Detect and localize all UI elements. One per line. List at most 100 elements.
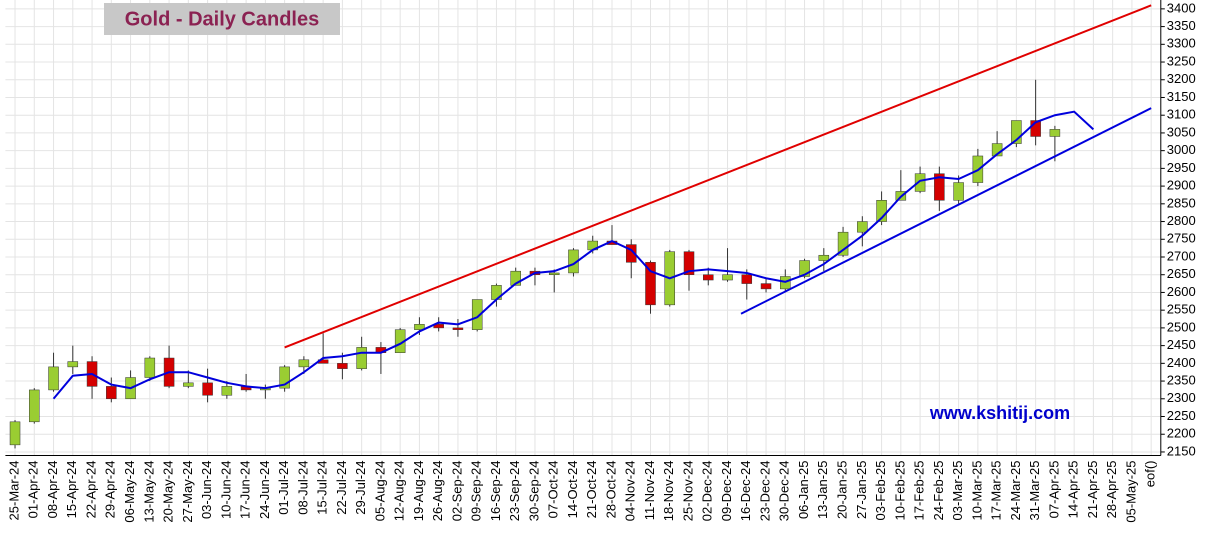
y-tick-label: 2900 <box>1167 178 1196 193</box>
y-tick-label: 3400 <box>1167 0 1196 15</box>
x-tick-label: 02-Dec-24 <box>700 461 715 522</box>
x-tick-label: 12-Aug-24 <box>392 461 407 522</box>
y-tick-label: 2850 <box>1167 195 1196 210</box>
y-tick-label: 3000 <box>1167 142 1196 157</box>
x-tick-label: 23-Sep-24 <box>507 461 522 522</box>
candle-body <box>48 366 59 391</box>
candle-body <box>9 421 21 446</box>
x-tick-label: 24-Feb-25 <box>931 461 946 521</box>
x-tick-label: 30-Sep-24 <box>526 461 541 522</box>
candle-body <box>337 363 348 369</box>
x-tick-label: 19-Aug-24 <box>411 461 426 522</box>
candle-body <box>876 200 887 222</box>
y-tick-label: 2950 <box>1167 160 1196 175</box>
candle-body <box>548 272 560 275</box>
x-tick-label: 16-Sep-24 <box>488 461 503 522</box>
candle-body <box>722 274 733 281</box>
x-tick-label: 07-Apr-25 <box>1046 461 1061 519</box>
candle-body <box>67 361 79 368</box>
x-tick-label: 15-Jul-24 <box>315 461 330 515</box>
x-tick-label: 16-Dec-24 <box>738 461 753 522</box>
candle-body <box>837 231 849 256</box>
x-tick-label: 09-Sep-24 <box>469 461 484 522</box>
chart-title: Gold - Daily Candles <box>125 8 319 30</box>
x-tick-label: 28-Oct-24 <box>603 461 618 519</box>
x-tick-label: 30-Dec-24 <box>777 461 792 522</box>
y-tick-label: 2350 <box>1167 372 1196 387</box>
x-tick-label: 02-Sep-24 <box>449 461 464 522</box>
x-tick-label: 13-May-24 <box>141 461 156 523</box>
x-tick-label: eof() <box>1143 461 1158 488</box>
candle-body <box>202 382 213 396</box>
candle-body <box>799 260 810 277</box>
y-tick-label: 2150 <box>1167 443 1196 458</box>
x-tick-label: 24-Jun-24 <box>257 461 272 520</box>
x-tick-label: 17-Jun-24 <box>238 461 253 520</box>
x-tick-label: 07-Oct-24 <box>546 461 561 519</box>
y-tick-label: 2650 <box>1167 266 1196 281</box>
candle-body <box>510 270 521 286</box>
candle-body <box>221 386 233 396</box>
x-tick-label: 01-Jul-24 <box>276 461 291 515</box>
title-box <box>104 3 340 35</box>
y-tick-label: 2450 <box>1167 337 1196 352</box>
x-tick-label: 26-Aug-24 <box>430 461 445 522</box>
candle-body <box>183 382 194 387</box>
x-tick-label: 01-Apr-24 <box>26 461 41 519</box>
x-tick-label: 27-Jan-25 <box>854 461 869 520</box>
candle-body <box>106 386 117 400</box>
x-tick-label: 22-Apr-24 <box>83 461 98 519</box>
candle-body <box>433 324 444 329</box>
candle-body <box>953 182 964 201</box>
y-tick-label: 3300 <box>1167 36 1196 51</box>
y-tick-label: 2250 <box>1167 408 1196 423</box>
x-tick-label: 23-Dec-24 <box>757 461 772 522</box>
x-tick-label: 21-Oct-24 <box>584 461 599 519</box>
x-tick-label: 17-Mar-25 <box>989 461 1004 521</box>
x-tick-label: 18-Nov-24 <box>661 461 676 522</box>
y-tick-label: 2200 <box>1167 426 1196 441</box>
x-tick-label: 03-Jun-24 <box>199 461 214 520</box>
x-tick-label: 24-Mar-25 <box>1008 461 1023 521</box>
x-tick-label: 06-May-24 <box>122 461 137 523</box>
y-tick-label: 3250 <box>1167 53 1196 68</box>
x-tick-label: 09-Dec-24 <box>719 461 734 522</box>
trend-line <box>284 4 1152 349</box>
y-tick-label: 2500 <box>1167 319 1196 334</box>
x-tick-label: 25-Mar-24 <box>6 461 21 521</box>
y-tick-label: 3100 <box>1167 107 1196 122</box>
x-tick-label: 05-Aug-24 <box>372 461 387 522</box>
y-tick-label: 2300 <box>1167 390 1196 405</box>
candle-body <box>760 283 772 290</box>
candle-body <box>29 389 40 423</box>
y-tick-label: 3200 <box>1167 71 1196 86</box>
x-tick-label: 25-Nov-24 <box>680 461 695 522</box>
candle-body <box>1011 120 1022 144</box>
candle-body <box>818 254 830 261</box>
y-tick-label: 2750 <box>1167 231 1196 246</box>
y-tick-label: 3350 <box>1167 18 1196 33</box>
y-tick-label: 2800 <box>1167 213 1196 228</box>
x-tick-label: 05-May-25 <box>1123 461 1138 523</box>
candle-body <box>471 299 483 330</box>
candle-body <box>703 274 714 281</box>
x-tick-label: 27-May-24 <box>180 461 195 523</box>
candle-body <box>1030 120 1041 137</box>
x-tick-label: 20-May-24 <box>161 461 176 523</box>
candle-body <box>914 173 926 192</box>
candle-body <box>298 359 310 368</box>
x-tick-label: 10-Jun-24 <box>218 461 233 520</box>
x-tick-label: 10-Mar-25 <box>969 461 984 521</box>
x-tick-label: 29-Jul-24 <box>353 461 368 515</box>
x-tick-label: 13-Jan-25 <box>815 461 830 520</box>
x-tick-label: 29-Apr-24 <box>103 461 118 519</box>
marks <box>9 4 1152 449</box>
x-tick-label: 20-Jan-25 <box>835 461 850 520</box>
x-tick-label: 03-Mar-25 <box>950 461 965 521</box>
x-tick-label: 22-Jul-24 <box>334 461 349 515</box>
y-tick-label: 2700 <box>1167 248 1196 263</box>
candle-body <box>279 366 290 389</box>
candle-body <box>645 262 656 306</box>
x-tick-label: 08-Apr-24 <box>45 461 60 519</box>
